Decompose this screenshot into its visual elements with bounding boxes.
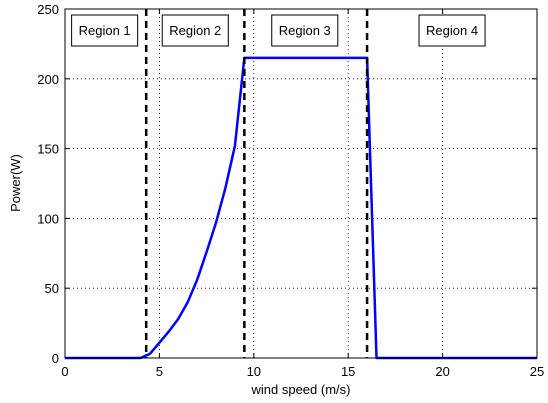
series-layer	[65, 56, 537, 360]
region-boundaries	[144, 9, 369, 358]
plot-frame	[64, 8, 538, 359]
region-text-2: Region 2	[169, 23, 221, 38]
region-label-2: Region 2	[161, 14, 229, 47]
region-labels: Region 1 Region 2 Region 3 Region 4	[71, 14, 486, 47]
region-label-3: Region 3	[271, 14, 339, 47]
x-tick-label-2: 10	[247, 364, 261, 379]
x-tick-label-0: 0	[61, 364, 68, 379]
y-tick-label-0: 0	[52, 351, 59, 366]
region-label-4: Region 4	[418, 14, 486, 47]
plot-background	[65, 9, 537, 358]
region-text-1: Region 1	[79, 23, 131, 38]
x-tick-label-5: 25	[530, 364, 544, 379]
y-tick-label-4: 200	[37, 72, 59, 87]
region-box-3	[271, 14, 339, 47]
y-tick-label-2: 100	[37, 211, 59, 226]
x-tick-label-4: 20	[435, 364, 449, 379]
power-series-line-0	[65, 56, 537, 360]
x-axis-label: wind speed (m/s)	[251, 382, 351, 397]
region-label-1: Region 1	[71, 14, 139, 47]
y-tick-label-3: 150	[37, 142, 59, 157]
y-tick-label-1: 50	[45, 281, 59, 296]
region-text-3: Region 3	[279, 23, 331, 38]
x-tick-label-3: 15	[341, 364, 355, 379]
region-box-4	[418, 14, 486, 47]
region-text-4: Region 4	[426, 23, 478, 38]
x-tick-label-1: 5	[156, 364, 163, 379]
grid	[65, 9, 537, 358]
y-axis-label: Power(W)	[8, 154, 23, 212]
y-tick-label-5: 250	[37, 2, 59, 17]
region-box-1	[71, 14, 139, 47]
region-box-2	[161, 14, 229, 47]
